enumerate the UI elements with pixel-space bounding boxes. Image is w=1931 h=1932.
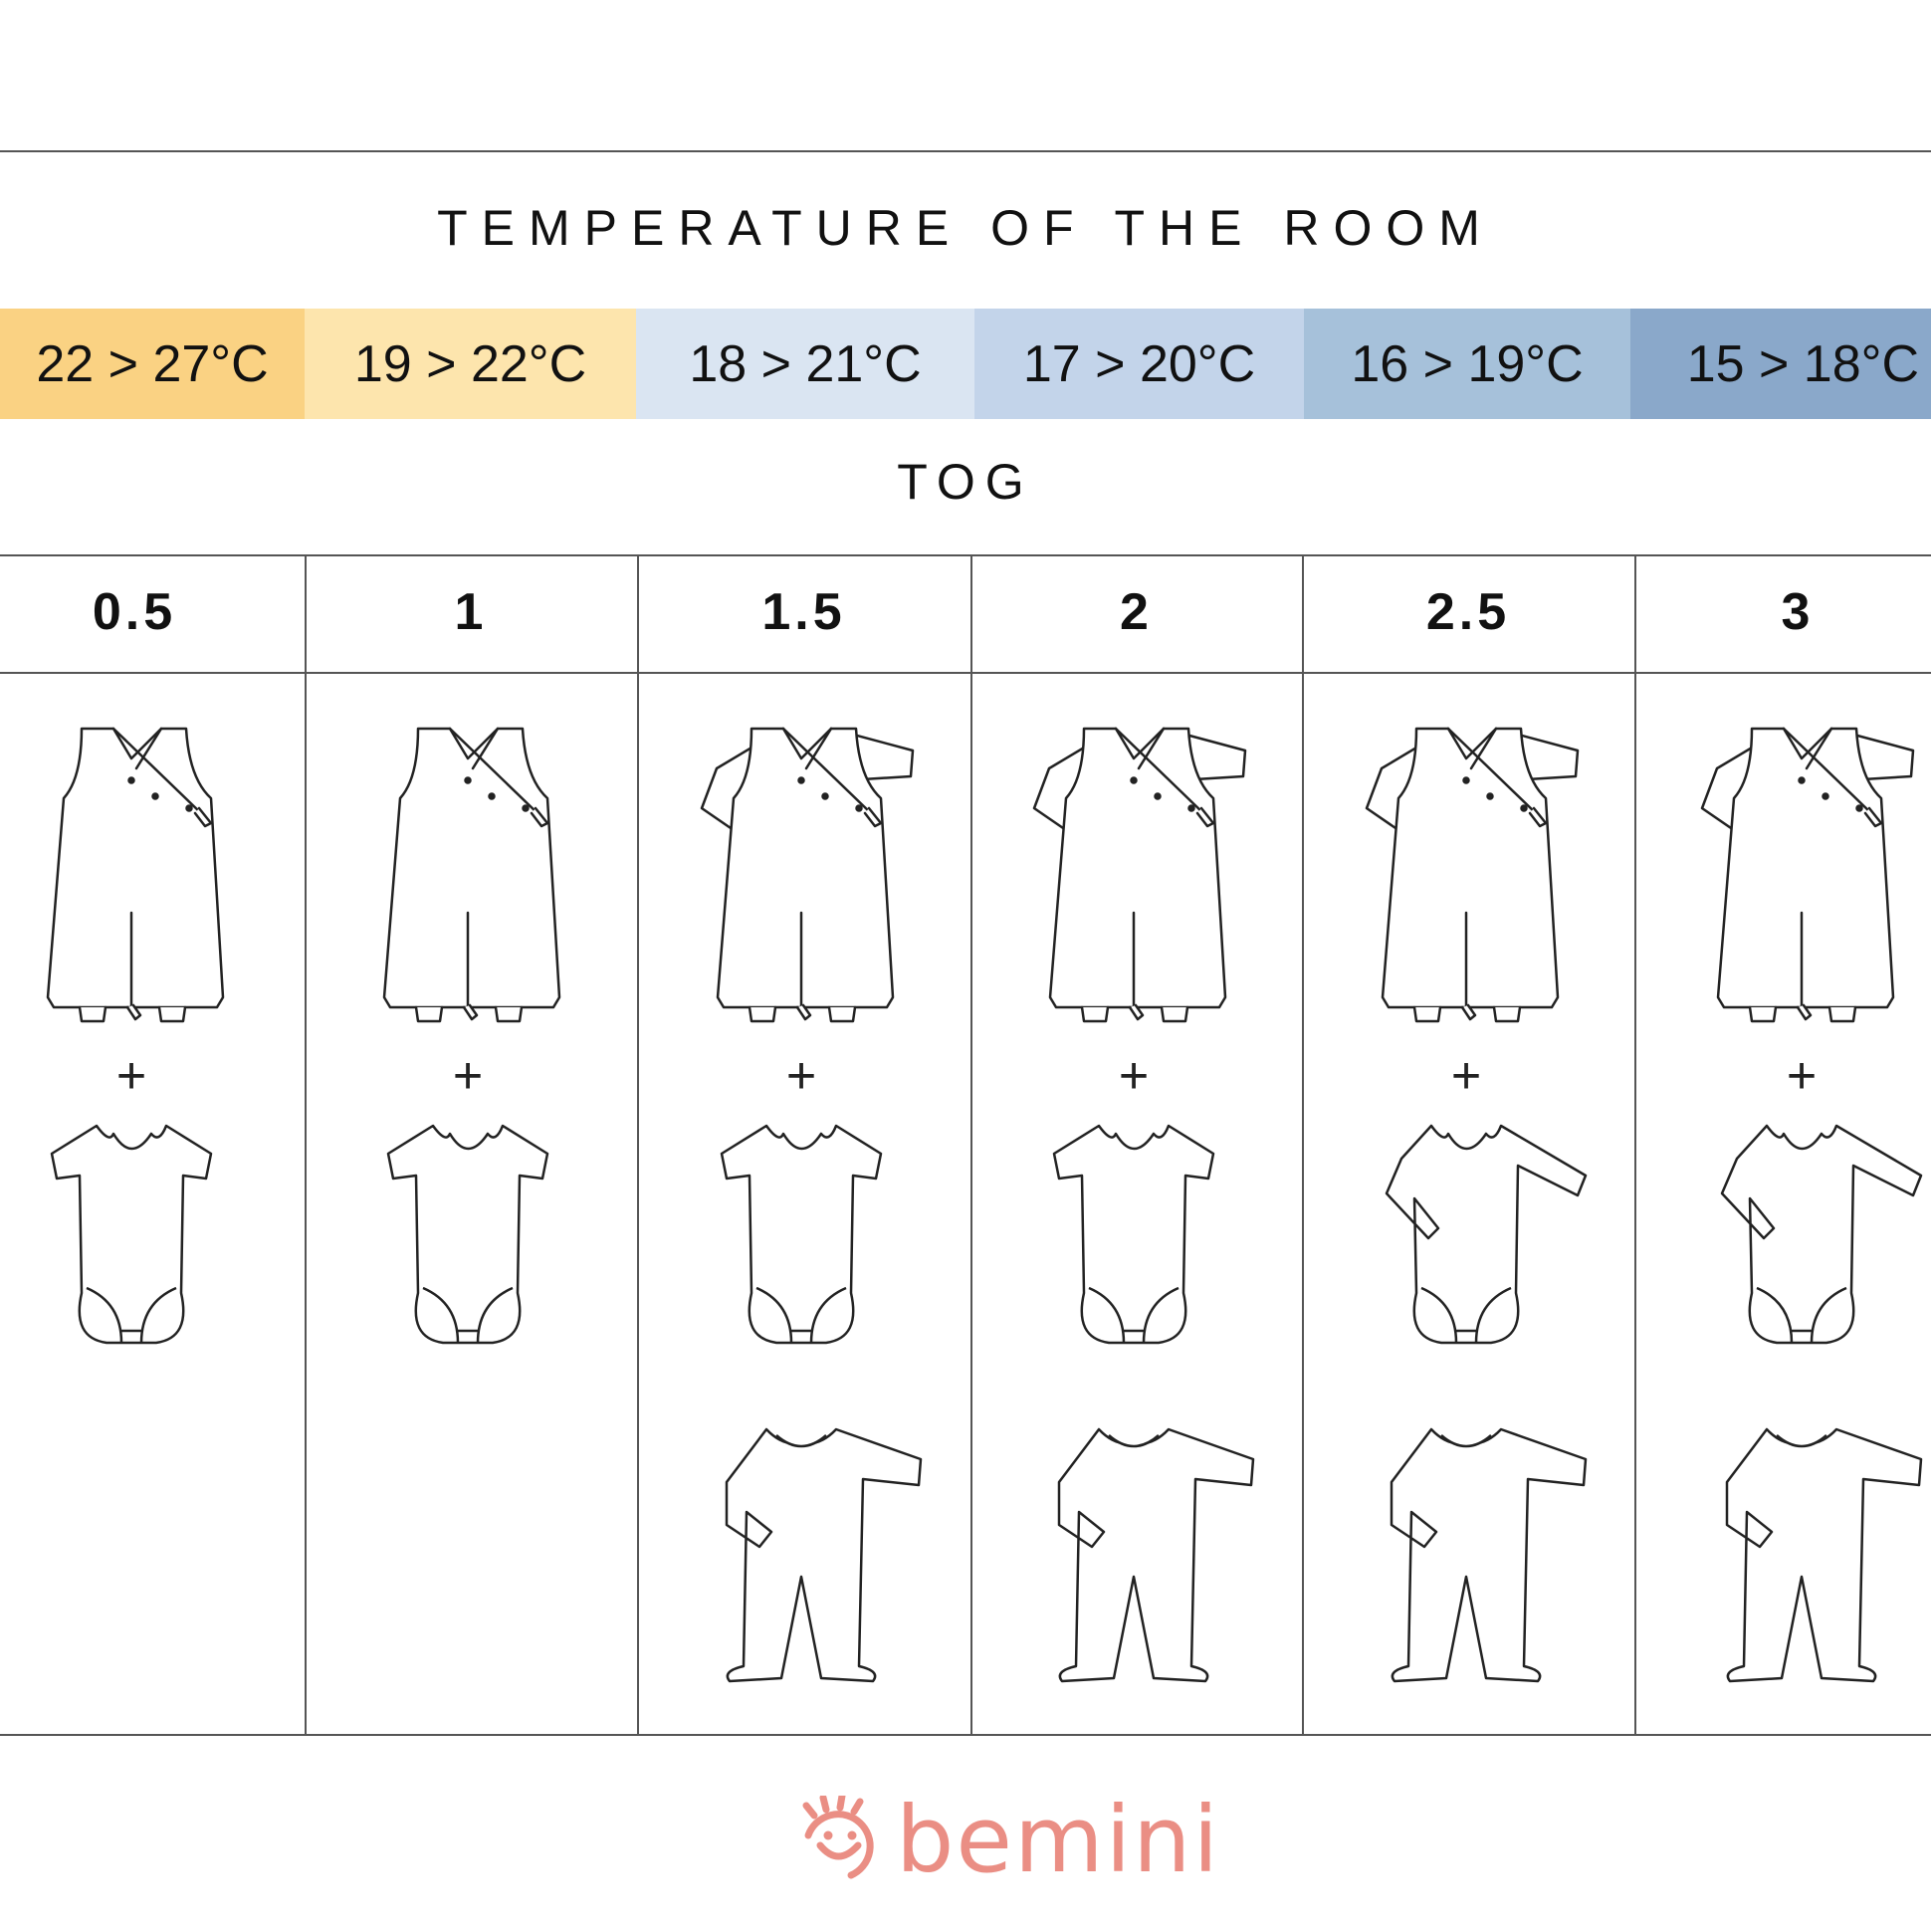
band-label: 17 > 20°C	[1022, 334, 1256, 393]
tog-value: 2	[1120, 583, 1153, 641]
short-sleeve-bodysuit-icon	[720, 1124, 883, 1345]
sleeveless-sleep-bag-icon	[46, 727, 225, 1023]
column-divider	[637, 554, 639, 1735]
top-divider	[0, 150, 1931, 152]
band-label: 15 > 18°C	[1686, 334, 1919, 393]
band-label: 19 > 22°C	[353, 334, 587, 393]
short-sleeve-bodysuit-icon	[386, 1124, 549, 1345]
plus-sign: +	[1119, 1047, 1149, 1105]
sleeveless-sleep-bag-icon	[382, 727, 561, 1023]
footed-sleepsuit-icon	[1057, 1427, 1255, 1683]
table-top-line	[0, 554, 1931, 556]
temperature-band: 17 > 20°C	[974, 309, 1304, 419]
column-divider	[970, 554, 972, 1735]
plus-sign: +	[786, 1047, 816, 1105]
temperature-band: 22 > 27°C	[0, 309, 305, 419]
temperature-band: 16 > 19°C	[1304, 309, 1630, 419]
short-sleeve-bodysuit-icon	[50, 1124, 213, 1345]
tog-value: 2.5	[1425, 583, 1511, 641]
header-divider	[0, 672, 1931, 674]
column-divider	[1302, 554, 1304, 1735]
footed-sleepsuit-icon	[1725, 1427, 1923, 1683]
bemini-logo: bemini	[796, 1787, 1220, 1893]
column-divider	[305, 554, 307, 1735]
plus-sign: +	[1451, 1047, 1481, 1105]
tog-value: 3	[1781, 583, 1815, 641]
footed-sleepsuit-icon	[1390, 1427, 1588, 1683]
band-label: 18 > 21°C	[689, 334, 922, 393]
temperature-band: 18 > 21°C	[636, 309, 974, 419]
band-label: 16 > 19°C	[1351, 334, 1584, 393]
temperature-band: 19 > 22°C	[305, 309, 636, 419]
table-bottom-line	[0, 1734, 1931, 1736]
plus-sign: +	[1787, 1047, 1817, 1105]
short-sleeve-bodysuit-icon	[1052, 1124, 1215, 1345]
plus-sign: +	[453, 1047, 483, 1105]
logo-wordmark: bemini	[896, 1787, 1221, 1893]
column-divider	[1634, 554, 1636, 1735]
tog-heading: TOG	[897, 454, 1034, 510]
tog-value: 1	[454, 583, 488, 641]
band-label: 22 > 27°C	[36, 334, 269, 393]
room-temperature-title: TEMPERATURE OF THE ROOM	[437, 200, 1494, 256]
tog-value: 1.5	[761, 583, 846, 641]
temperature-band: 15 > 18°C	[1630, 309, 1931, 419]
long-sleeve-bodysuit-icon	[1385, 1124, 1588, 1345]
smiley-logo-icon	[802, 1795, 874, 1878]
plus-sign: +	[116, 1047, 146, 1105]
tog-value: 0.5	[92, 583, 177, 641]
long-sleeve-bodysuit-icon	[1720, 1124, 1923, 1345]
footed-sleepsuit-icon	[725, 1427, 923, 1683]
